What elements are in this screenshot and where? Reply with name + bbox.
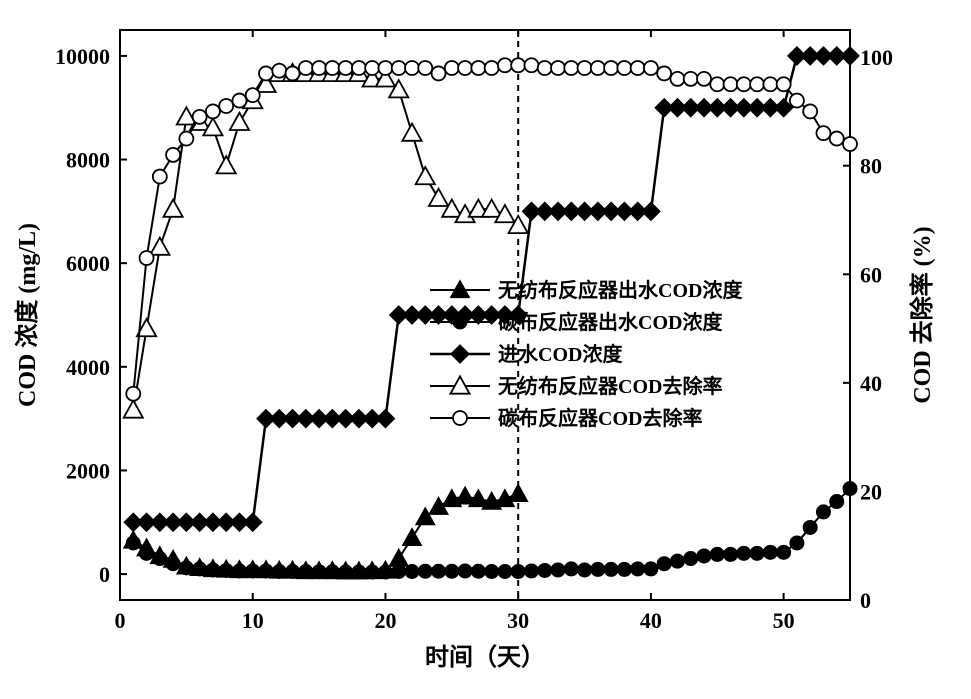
svg-text:无纺布反应器出水COD浓度: 无纺布反应器出水COD浓度: [498, 278, 743, 302]
svg-text:10: 10: [242, 608, 264, 633]
series-s4: [124, 64, 528, 418]
series-s3: [124, 47, 859, 532]
svg-text:20: 20: [374, 608, 396, 633]
svg-text:50: 50: [773, 608, 795, 633]
svg-text:2000: 2000: [66, 458, 110, 483]
chart-svg: 0 10 20 30 40 50 时间（天） 0 2000 4000 6000 8000 10000 CO…: [0, 0, 971, 699]
svg-text:30: 30: [507, 608, 529, 633]
svg-text:100: 100: [860, 45, 893, 70]
svg-text:8000: 8000: [66, 148, 110, 173]
svg-text:20: 20: [860, 479, 882, 504]
svg-text:6000: 6000: [66, 251, 110, 276]
svg-text:无纺布反应器COD去除率: 无纺布反应器COD去除率: [498, 374, 722, 398]
svg-text:40: 40: [640, 608, 662, 633]
svg-text:COD 浓度 (mg/L): COD 浓度 (mg/L): [13, 223, 41, 407]
svg-text:0: 0: [99, 562, 110, 587]
svg-text:碳布反应器出水COD浓度: 碳布反应器出水COD浓度: [498, 310, 723, 334]
svg-text:0: 0: [115, 608, 126, 633]
svg-text:80: 80: [860, 154, 882, 179]
svg-text:时间（天）: 时间（天）: [425, 644, 545, 671]
svg-text:碳布反应器COD去除率: 碳布反应器COD去除率: [498, 406, 702, 430]
svg-text:进水COD浓度: 进水COD浓度: [498, 342, 623, 366]
svg-text:4000: 4000: [66, 355, 110, 380]
svg-text:40: 40: [860, 371, 882, 396]
chart-container: 0 10 20 30 40 50 时间（天） 0 2000 4000 6000 8000 10000 CO…: [0, 0, 971, 699]
svg-text:60: 60: [860, 262, 882, 287]
svg-text:10000: 10000: [55, 44, 110, 69]
svg-text:0: 0: [860, 588, 871, 613]
legend: 无纺布反应器出水COD浓度碳布反应器出水COD浓度进水COD浓度无纺布反应器CO…: [430, 278, 743, 430]
svg-text:COD 去除率 (%): COD 去除率 (%): [908, 226, 936, 403]
